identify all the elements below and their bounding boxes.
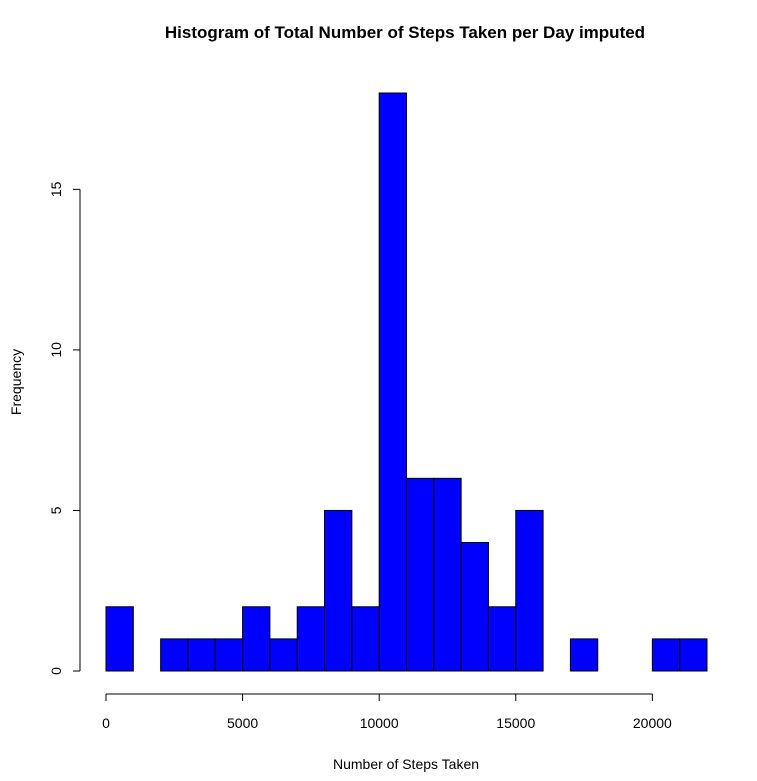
histogram-bar bbox=[187, 638, 216, 672]
histogram-bar bbox=[242, 606, 271, 672]
bars-group bbox=[105, 92, 708, 672]
y-axis-label: Frequency bbox=[8, 349, 24, 415]
histogram-bar bbox=[569, 638, 599, 672]
histogram-bar bbox=[433, 477, 462, 672]
y-axis: 0 5 10 15 bbox=[48, 181, 81, 675]
y-tick-label: 5 bbox=[48, 506, 64, 514]
histogram-bar bbox=[351, 606, 380, 672]
histogram-bar bbox=[296, 606, 326, 672]
chart-title: Histogram of Total Number of Steps Taken… bbox=[165, 23, 645, 42]
x-tick-label: 10000 bbox=[360, 715, 399, 731]
histogram-bar bbox=[487, 606, 517, 672]
histogram-bar bbox=[378, 92, 408, 672]
x-tick-label: 5000 bbox=[227, 715, 258, 731]
histogram-bar bbox=[460, 542, 489, 672]
y-tick-label: 15 bbox=[48, 181, 64, 197]
histogram-bar bbox=[214, 638, 244, 672]
y-tick-label: 10 bbox=[48, 342, 64, 358]
histogram-bar bbox=[679, 638, 708, 672]
y-tick-label: 0 bbox=[48, 667, 64, 675]
x-tick-label: 15000 bbox=[496, 715, 535, 731]
x-axis-label: Number of Steps Taken bbox=[333, 756, 479, 772]
histogram-bar bbox=[105, 606, 134, 672]
histogram-bar bbox=[406, 477, 435, 672]
histogram-bar bbox=[515, 509, 544, 672]
histogram-bar bbox=[651, 638, 681, 672]
x-tick-label: 0 bbox=[102, 715, 110, 731]
histogram-bar bbox=[160, 638, 189, 672]
x-axis: 0 5000 10000 15000 20000 bbox=[102, 693, 672, 731]
histogram-bar bbox=[269, 638, 298, 672]
histogram-bar bbox=[324, 509, 353, 672]
x-tick-label: 20000 bbox=[633, 715, 672, 731]
